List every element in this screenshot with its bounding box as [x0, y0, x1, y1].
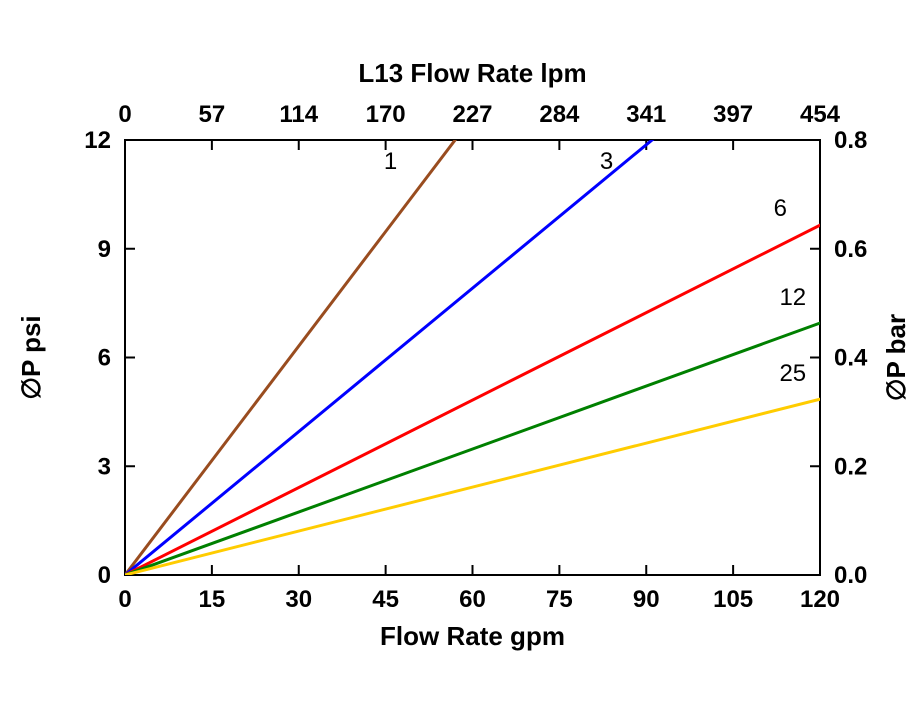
- x-top-tick-label: 454: [800, 101, 841, 128]
- x-top-tick-label: 284: [539, 101, 580, 128]
- x-top-title: L13 Flow Rate lpm: [358, 58, 586, 88]
- x-top-tick-label: 170: [366, 101, 406, 128]
- plot-border: [125, 140, 820, 575]
- chart-container: { "chart": { "type": "line", "width_px":…: [0, 0, 918, 710]
- y-left-tick-label: 9: [98, 236, 111, 263]
- series-label-1: 1: [384, 148, 397, 175]
- x-bottom-tick-label: 60: [459, 586, 486, 613]
- y-right-tick-label: 0.6: [834, 236, 867, 263]
- y-left-tick-label: 12: [84, 127, 111, 154]
- x-bottom-tick-label: 30: [285, 586, 312, 613]
- x-bottom-tick-label: 105: [713, 586, 753, 613]
- x-bottom-tick-label: 120: [800, 586, 840, 613]
- series-label-6: 6: [774, 195, 787, 222]
- y-right-tick-label: 0.2: [834, 453, 867, 480]
- x-bottom-tick-label: 90: [633, 586, 660, 613]
- series-label-25: 25: [779, 360, 806, 387]
- x-top-tick-label: 227: [452, 101, 492, 128]
- series-label-3: 3: [600, 148, 613, 175]
- y-left-tick-label: 0: [98, 562, 111, 589]
- x-top-tick-label: 57: [199, 101, 226, 128]
- y-left-tick-label: 6: [98, 345, 111, 372]
- x-bottom-tick-label: 75: [546, 586, 573, 613]
- y-right-tick-label: 0.0: [834, 562, 867, 589]
- x-bottom-tick-label: 0: [118, 586, 131, 613]
- series-label-12: 12: [779, 284, 806, 311]
- x-top-tick-label: 0: [118, 101, 131, 128]
- y-right-tick-label: 0.4: [834, 345, 868, 372]
- x-top-tick-label: 397: [713, 101, 753, 128]
- x-bottom-tick-label: 45: [372, 586, 399, 613]
- x-top-tick-label: 341: [626, 101, 666, 128]
- x-bottom-title: Flow Rate gpm: [380, 621, 565, 651]
- y-right-title: ∅P bar: [881, 314, 911, 401]
- x-top-tick-label: 114: [279, 101, 318, 128]
- y-right-tick-label: 0.8: [834, 127, 867, 154]
- x-bottom-tick-label: 15: [199, 586, 226, 613]
- chart-svg: 0153045607590105120Flow Rate gpm05711417…: [0, 0, 918, 710]
- y-left-tick-label: 3: [98, 453, 111, 480]
- y-left-title: ∅P psi: [16, 315, 46, 399]
